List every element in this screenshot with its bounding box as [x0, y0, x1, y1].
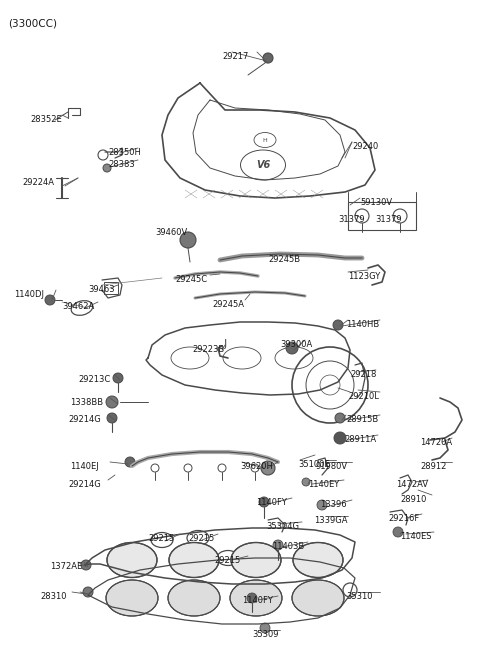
- Text: 29216F: 29216F: [388, 514, 419, 523]
- Text: 28910: 28910: [400, 495, 426, 504]
- Text: 28383: 28383: [108, 160, 135, 169]
- Text: V6: V6: [256, 160, 270, 170]
- Text: 29245B: 29245B: [268, 255, 300, 264]
- Circle shape: [263, 53, 273, 63]
- Circle shape: [247, 593, 257, 603]
- Circle shape: [302, 478, 310, 486]
- Circle shape: [261, 461, 275, 475]
- Circle shape: [317, 500, 327, 510]
- Circle shape: [45, 295, 55, 305]
- Text: 31379: 31379: [338, 215, 365, 224]
- Ellipse shape: [168, 580, 220, 616]
- Text: 29218: 29218: [350, 370, 376, 379]
- Text: 29215: 29215: [148, 534, 174, 543]
- Text: 1140ES: 1140ES: [400, 532, 432, 541]
- Text: 35304G: 35304G: [266, 522, 299, 531]
- Text: 29240: 29240: [352, 142, 378, 151]
- Circle shape: [393, 527, 403, 537]
- Ellipse shape: [231, 543, 281, 577]
- Text: 1140EJ: 1140EJ: [70, 462, 99, 471]
- Text: 29214G: 29214G: [68, 480, 101, 489]
- Circle shape: [113, 373, 123, 383]
- Circle shape: [106, 396, 118, 408]
- Text: 29224A: 29224A: [22, 178, 54, 187]
- Text: 31379: 31379: [375, 215, 402, 224]
- Text: 35310: 35310: [346, 592, 372, 601]
- Circle shape: [333, 320, 343, 330]
- Text: 29214G: 29214G: [68, 415, 101, 424]
- Circle shape: [103, 164, 111, 172]
- Text: 39620H: 39620H: [240, 462, 273, 471]
- Text: 29223B: 29223B: [192, 345, 224, 354]
- Text: 29215: 29215: [188, 534, 214, 543]
- Text: 29245C: 29245C: [175, 275, 207, 284]
- Text: 39463: 39463: [88, 285, 115, 294]
- Text: 59130V: 59130V: [360, 198, 392, 207]
- Text: 29217: 29217: [222, 52, 248, 61]
- Text: J: J: [223, 339, 227, 349]
- Text: 35100E: 35100E: [298, 460, 330, 469]
- Text: 1372AE: 1372AE: [50, 562, 82, 571]
- Ellipse shape: [107, 543, 157, 577]
- Text: 29213C: 29213C: [78, 375, 110, 384]
- Text: 1140DJ: 1140DJ: [14, 290, 44, 299]
- Text: 1123GY: 1123GY: [348, 272, 380, 281]
- Text: 1140FY: 1140FY: [242, 596, 273, 605]
- Ellipse shape: [106, 580, 158, 616]
- Text: 1140EY: 1140EY: [308, 480, 339, 489]
- Text: 1472AV: 1472AV: [396, 480, 428, 489]
- Circle shape: [286, 342, 298, 354]
- Text: 13396: 13396: [320, 500, 347, 509]
- Circle shape: [273, 540, 283, 550]
- Text: 35309: 35309: [252, 630, 278, 639]
- Ellipse shape: [230, 580, 282, 616]
- Text: 11403B: 11403B: [272, 542, 304, 551]
- Bar: [104, 282, 118, 294]
- Text: 29215: 29215: [214, 556, 240, 565]
- Text: 28911A: 28911A: [344, 435, 376, 444]
- Circle shape: [83, 587, 93, 597]
- Text: 1140HB: 1140HB: [346, 320, 379, 329]
- Circle shape: [81, 560, 91, 570]
- Text: 28310: 28310: [40, 592, 67, 601]
- Text: 39460V: 39460V: [155, 228, 187, 237]
- Text: 14720A: 14720A: [420, 438, 452, 447]
- Circle shape: [180, 232, 196, 248]
- Text: 28350H: 28350H: [108, 148, 141, 157]
- Text: 39300A: 39300A: [280, 340, 312, 349]
- Text: 1140FY: 1140FY: [256, 498, 287, 507]
- Circle shape: [260, 623, 270, 633]
- Text: 1339GA: 1339GA: [314, 516, 348, 525]
- Circle shape: [335, 413, 345, 423]
- Circle shape: [107, 413, 117, 423]
- Text: 28352E: 28352E: [30, 115, 62, 124]
- Text: 29245A: 29245A: [212, 300, 244, 309]
- Ellipse shape: [292, 580, 344, 616]
- Text: 29210L: 29210L: [348, 392, 379, 401]
- Circle shape: [334, 432, 346, 444]
- Text: (3300CC): (3300CC): [8, 18, 57, 28]
- Text: 28912: 28912: [420, 462, 446, 471]
- Circle shape: [125, 457, 135, 467]
- Text: 1338BB: 1338BB: [70, 398, 103, 407]
- Text: 28915B: 28915B: [346, 415, 378, 424]
- Ellipse shape: [169, 543, 219, 577]
- Text: H: H: [263, 138, 267, 142]
- Text: 91980V: 91980V: [316, 462, 348, 471]
- Circle shape: [259, 497, 269, 507]
- Bar: [348, 202, 416, 230]
- Text: 39462A: 39462A: [62, 302, 94, 311]
- Ellipse shape: [293, 543, 343, 577]
